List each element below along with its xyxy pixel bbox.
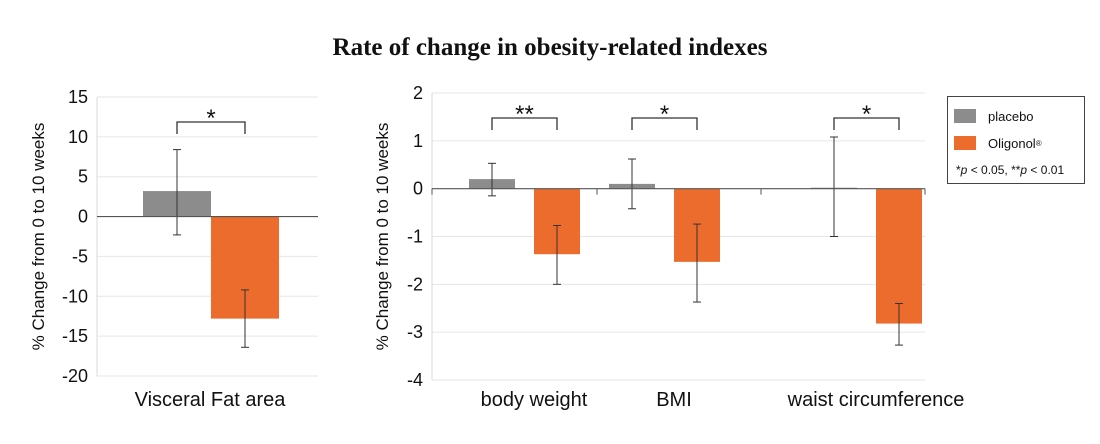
y-tick-label: -3 [407, 322, 423, 342]
y-tick-label: -10 [62, 286, 88, 306]
significance-bracket [491, 117, 558, 130]
chart-title: Rate of change in obesity-related indexe… [332, 34, 768, 61]
y-tick-label: -2 [407, 274, 423, 294]
y-tick-label: 5 [78, 167, 88, 187]
category-label: waist circumference [787, 389, 965, 411]
legend-label-oligonol: Oligonol [988, 135, 1036, 151]
significance-marker: * [660, 101, 669, 128]
category-label: BMI [656, 389, 692, 411]
legend-swatch-placebo [954, 109, 976, 123]
note-star1: * [956, 163, 961, 177]
visceral-fat-panel: 15 10 5 0 -5 -10 -15 -20 % Change from 0 to 10 w… [29, 87, 318, 411]
note-text1: < 0.05, [967, 163, 1012, 177]
y-tick-label: -15 [62, 326, 88, 346]
y-tick-label: -4 [407, 370, 423, 390]
note-p2: p [1020, 163, 1028, 177]
note-star2: ** [1011, 163, 1021, 177]
y-tick-label: 0 [78, 207, 88, 227]
note-text2: < 0.01 [1027, 163, 1065, 177]
y-tick-label: 2 [413, 83, 423, 103]
y-tick-label: 10 [68, 127, 88, 147]
y-axis-label: % Change from 0 to 10 weeks [373, 123, 392, 351]
category-label: Visceral Fat area [135, 389, 287, 411]
legend-label-placebo: placebo [988, 108, 1034, 124]
category-label: body weight [481, 389, 588, 411]
significance-bracket [176, 121, 246, 134]
y-tick-label: -5 [72, 246, 88, 266]
y-axis-label: % Change from 0 to 10 weeks [29, 123, 48, 351]
obesity-indexes-panel: 210-1-2-3-4% Change from 0 to 10 weeks**… [373, 83, 964, 411]
legend-swatch-oligonol [954, 136, 976, 150]
legend: placebo Oligonol ® *p < 0.05, **p < 0.01 [947, 96, 1085, 184]
significance-bracket [833, 117, 900, 130]
y-tick-label: -20 [62, 366, 88, 386]
y-tick-label: -1 [407, 227, 423, 247]
significance-bracket [631, 117, 698, 130]
significance-marker: * [862, 101, 871, 128]
significance-marker: ** [515, 101, 534, 128]
y-tick-label: 1 [413, 131, 423, 151]
legend-label-oligonol-sup: ® [1035, 138, 1042, 148]
significance-marker: * [206, 105, 215, 132]
y-tick-label: 15 [68, 87, 88, 107]
note-p1: p [960, 163, 968, 177]
legend-item-oligonol: Oligonol ® [954, 134, 1042, 152]
y-tick-label: 0 [413, 179, 423, 199]
legend-item-placebo: placebo [954, 107, 1034, 125]
bar-oligonol [876, 188, 922, 324]
significance-note: *p < 0.05, **p < 0.01 [956, 163, 1064, 177]
